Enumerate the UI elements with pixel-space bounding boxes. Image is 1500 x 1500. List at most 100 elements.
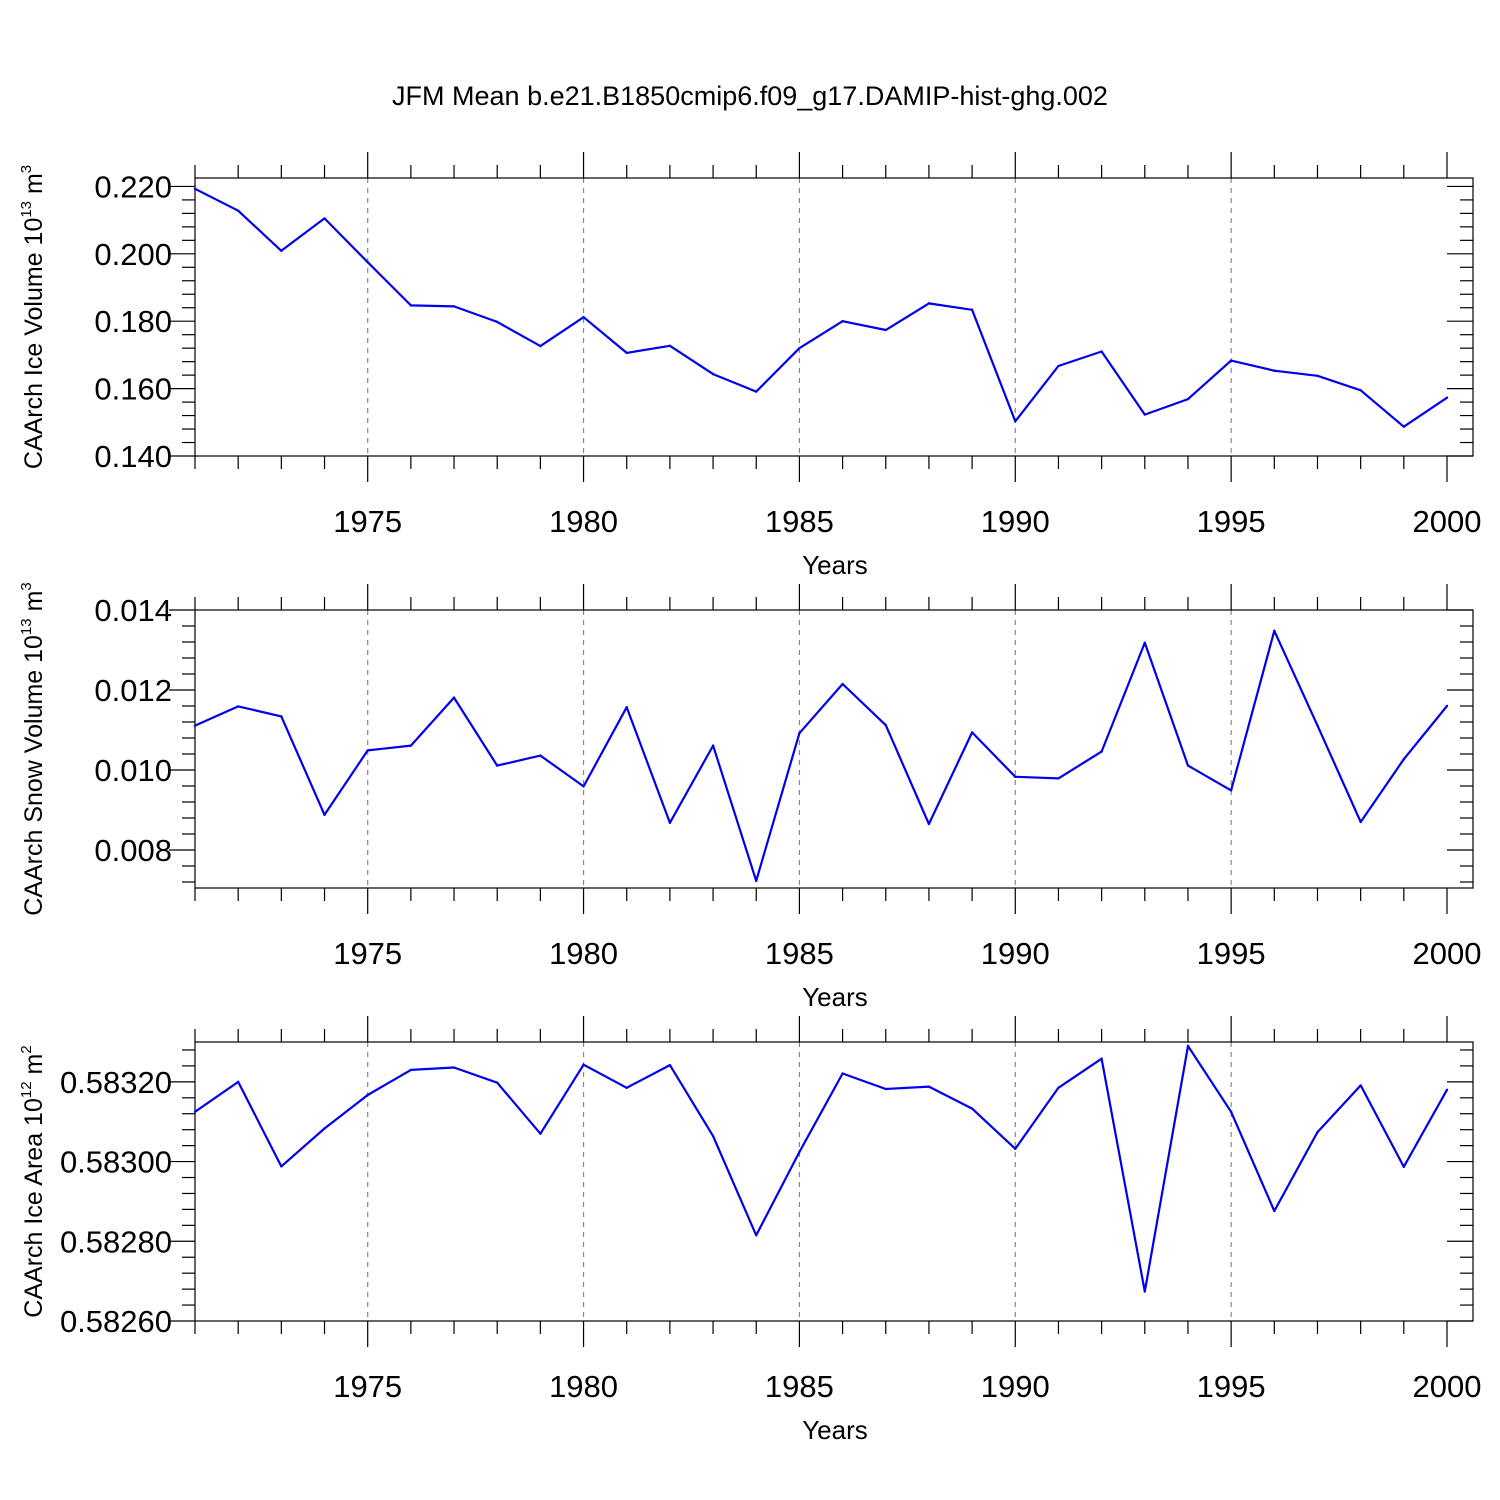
plot-frame — [194, 177, 1474, 457]
data-point — [1402, 425, 1406, 428]
data-point — [711, 1134, 715, 1138]
data-point — [927, 302, 931, 305]
data-point — [798, 732, 801, 735]
data-point — [884, 724, 887, 727]
y-axis-title-unit-exponent: 2 — [18, 1045, 35, 1053]
data-point — [193, 187, 197, 190]
data-point — [1316, 1130, 1319, 1134]
data-point — [755, 1234, 758, 1237]
y-tick-label: 0.200 — [94, 237, 172, 272]
data-point — [798, 346, 801, 350]
data-point — [496, 1081, 499, 1084]
series-line-ice-volume — [194, 187, 1448, 428]
data-point — [1014, 420, 1017, 423]
data-point — [193, 724, 197, 727]
x-tick-label: 1990 — [981, 936, 1050, 971]
y-tick-label: 0.220 — [94, 169, 172, 204]
data-point — [927, 1085, 931, 1088]
data-point — [1273, 369, 1276, 372]
data-point — [496, 320, 499, 324]
data-point — [236, 209, 240, 212]
data-point — [409, 1068, 413, 1072]
data-point — [625, 1086, 628, 1090]
y-tick-label: 0.010 — [94, 753, 172, 788]
data-point — [1143, 413, 1146, 416]
x-tick-label: 1990 — [981, 1369, 1050, 1404]
data-point — [1014, 775, 1017, 778]
data-point — [496, 764, 499, 767]
data-point — [625, 706, 628, 709]
data-point — [236, 1080, 240, 1084]
chart-title: JFM Mean b.e21.B1850cmip6.f09_g17.DAMIP-… — [392, 81, 1108, 111]
data-point — [409, 744, 413, 747]
data-point — [1186, 1044, 1190, 1048]
y-axis-title-unit-exponent: 3 — [18, 165, 35, 173]
data-point — [711, 744, 715, 747]
data-point — [755, 390, 758, 393]
data-point — [970, 308, 974, 311]
data-point — [755, 879, 758, 882]
data-point — [1143, 641, 1146, 644]
data-point — [280, 715, 283, 718]
data-point — [236, 705, 240, 708]
data-point — [582, 785, 585, 788]
y-axis-title-exponent: 12 — [18, 1081, 35, 1098]
data-point — [582, 1063, 585, 1066]
data-point — [1273, 629, 1276, 632]
x-axis-title: Years — [802, 1415, 868, 1445]
y-axis-title: CAArch Ice Volume 1013 m3 — [18, 165, 48, 469]
data-point — [1186, 764, 1190, 767]
y-axis-title-unit: m — [20, 591, 48, 619]
y-axis-title-main: CAArch Snow Volume 10 — [20, 635, 48, 916]
x-tick-label: 1980 — [549, 1369, 618, 1404]
y-tick-label: 0.58260 — [60, 1304, 172, 1339]
x-tick-label: 2000 — [1413, 504, 1482, 539]
panel-snow-volume: 1975 1980 1985 1990 1995 2000 Years 0.008 0.010 0… — [18, 582, 1481, 1012]
data-point — [1359, 389, 1362, 392]
data-point — [323, 813, 326, 816]
data-point — [1057, 1086, 1060, 1090]
data-point — [1229, 359, 1233, 362]
data-point — [280, 1165, 283, 1168]
data-point — [1143, 1290, 1146, 1293]
x-axis-title: Years — [802, 982, 868, 1012]
data-point — [668, 1063, 672, 1067]
x-tick-label: 1980 — [549, 936, 618, 971]
y-tick-label: 0.180 — [94, 304, 172, 339]
data-point — [1402, 758, 1406, 761]
data-point — [841, 682, 844, 686]
data-point — [582, 315, 585, 319]
y-tick-label: 0.58300 — [60, 1145, 172, 1180]
data-point — [841, 1072, 844, 1075]
data-point — [539, 1132, 542, 1135]
data-point — [927, 822, 931, 826]
data-point — [323, 1127, 326, 1130]
data-point — [366, 1093, 369, 1097]
data-point — [1445, 704, 1449, 708]
data-point — [1273, 1209, 1276, 1213]
x-tick-label: 1985 — [765, 936, 834, 971]
data-point — [1402, 1165, 1406, 1168]
data-point — [1100, 750, 1103, 753]
series-line-ice-area — [194, 1044, 1448, 1293]
x-tick-label: 1995 — [1197, 936, 1266, 971]
x-tick-label: 1975 — [333, 1369, 402, 1404]
x-tick-label: 2000 — [1413, 936, 1482, 971]
x-tick-label: 1985 — [765, 1369, 834, 1404]
data-point — [1100, 350, 1103, 353]
data-point — [539, 344, 542, 348]
data-point — [1100, 1057, 1103, 1060]
data-point — [452, 696, 456, 699]
y-axis-title-exponent: 13 — [18, 618, 35, 635]
data-point — [1186, 397, 1190, 401]
data-point — [1057, 364, 1060, 368]
panel-ice-area: 1975 1980 1985 1990 1995 2000 Years 0.58260 0.58… — [18, 1016, 1481, 1445]
y-tick-label: 0.160 — [94, 372, 172, 407]
data-point — [668, 821, 672, 824]
data-point — [884, 328, 887, 332]
y-tick-label: 0.014 — [94, 593, 172, 628]
data-point — [452, 1066, 456, 1069]
data-point — [323, 217, 326, 220]
plot-frame — [194, 1041, 1474, 1322]
